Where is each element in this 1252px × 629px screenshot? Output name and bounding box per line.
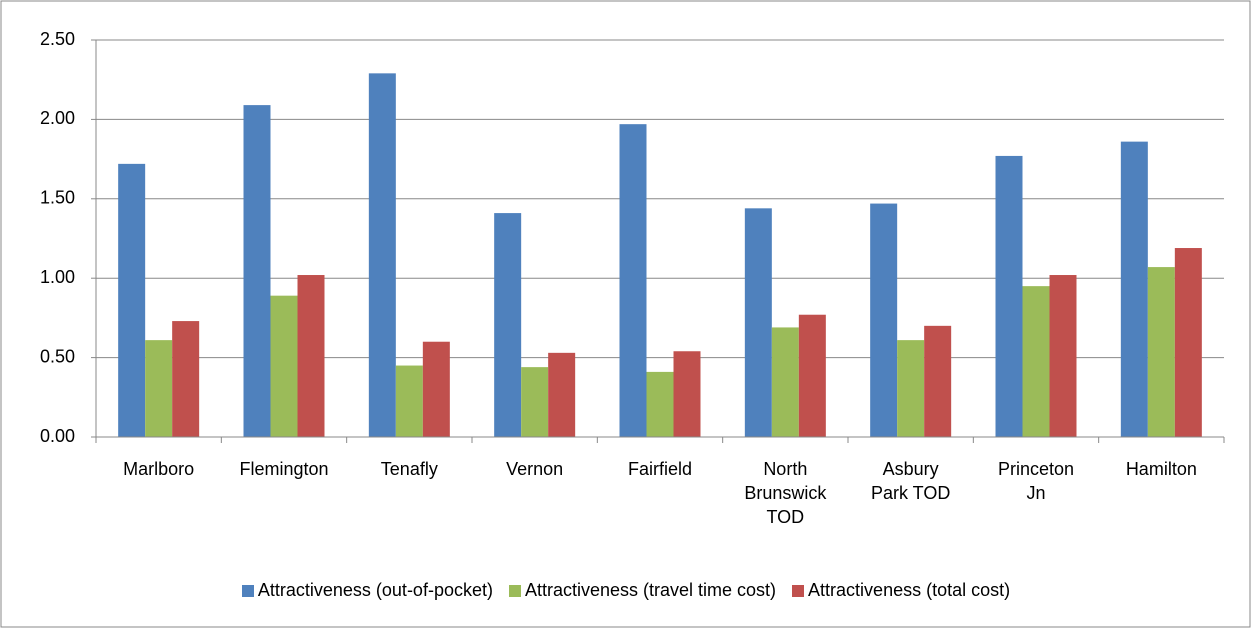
bar [771, 327, 799, 437]
bar [395, 365, 423, 437]
y-tick-label: 0.50 [40, 346, 75, 366]
bar [619, 124, 647, 437]
legend-swatch [508, 584, 521, 597]
legend-item: Attractiveness (out-of-pocket) [241, 580, 493, 601]
legend-item: Attractiveness (total cost) [792, 580, 1010, 601]
legend: Attractiveness (out-of-pocket) Attractive… [0, 580, 1252, 601]
y-tick-label: 1.00 [40, 267, 75, 287]
y-tick-label: 2.00 [40, 108, 75, 128]
bar [798, 314, 826, 437]
legend-swatch [241, 584, 254, 597]
bar [145, 340, 173, 437]
x-tick-label: Fairfield [627, 459, 693, 479]
bar [1120, 141, 1148, 437]
x-tick-label: Tenafly [380, 459, 438, 479]
y-tick-label: 2.50 [40, 29, 75, 49]
bar [494, 213, 522, 437]
bar [118, 163, 146, 437]
x-tick-label: Marlboro [123, 459, 195, 479]
legend-label: Attractiveness (travel time cost) [524, 580, 777, 600]
legend-swatch [792, 584, 805, 597]
bar [995, 155, 1023, 437]
bar [673, 351, 701, 437]
bar [897, 340, 925, 437]
x-tick-label: Asbury Park TOD [870, 459, 951, 503]
bar [548, 352, 576, 437]
x-tick-label: Princeton Jn [997, 459, 1075, 503]
legend-item: Attractiveness (travel time cost) [508, 580, 777, 601]
bar [1174, 248, 1202, 437]
bar [744, 208, 772, 437]
bar [1022, 286, 1050, 437]
legend-label: Attractiveness (out-of-pocket) [257, 580, 493, 600]
bar [521, 367, 549, 437]
x-tick-label: Flemington [239, 459, 329, 479]
bar [368, 73, 396, 438]
x-tick-label: North Brunswick TOD [744, 459, 827, 527]
bar [270, 295, 298, 437]
x-tick-label: Hamilton [1125, 459, 1197, 479]
bar [172, 321, 200, 437]
y-tick-label: 1.50 [40, 188, 75, 208]
bar [422, 341, 450, 437]
bar [924, 325, 952, 437]
bar [870, 203, 898, 437]
legend-label: Attractiveness (total cost) [808, 580, 1011, 600]
bar [297, 275, 325, 437]
bar [1147, 267, 1175, 437]
bar [243, 105, 271, 437]
bar [646, 371, 674, 437]
x-tick-label: Vernon [506, 459, 564, 479]
y-tick-label: 0.00 [40, 426, 75, 446]
bar [1049, 275, 1077, 437]
